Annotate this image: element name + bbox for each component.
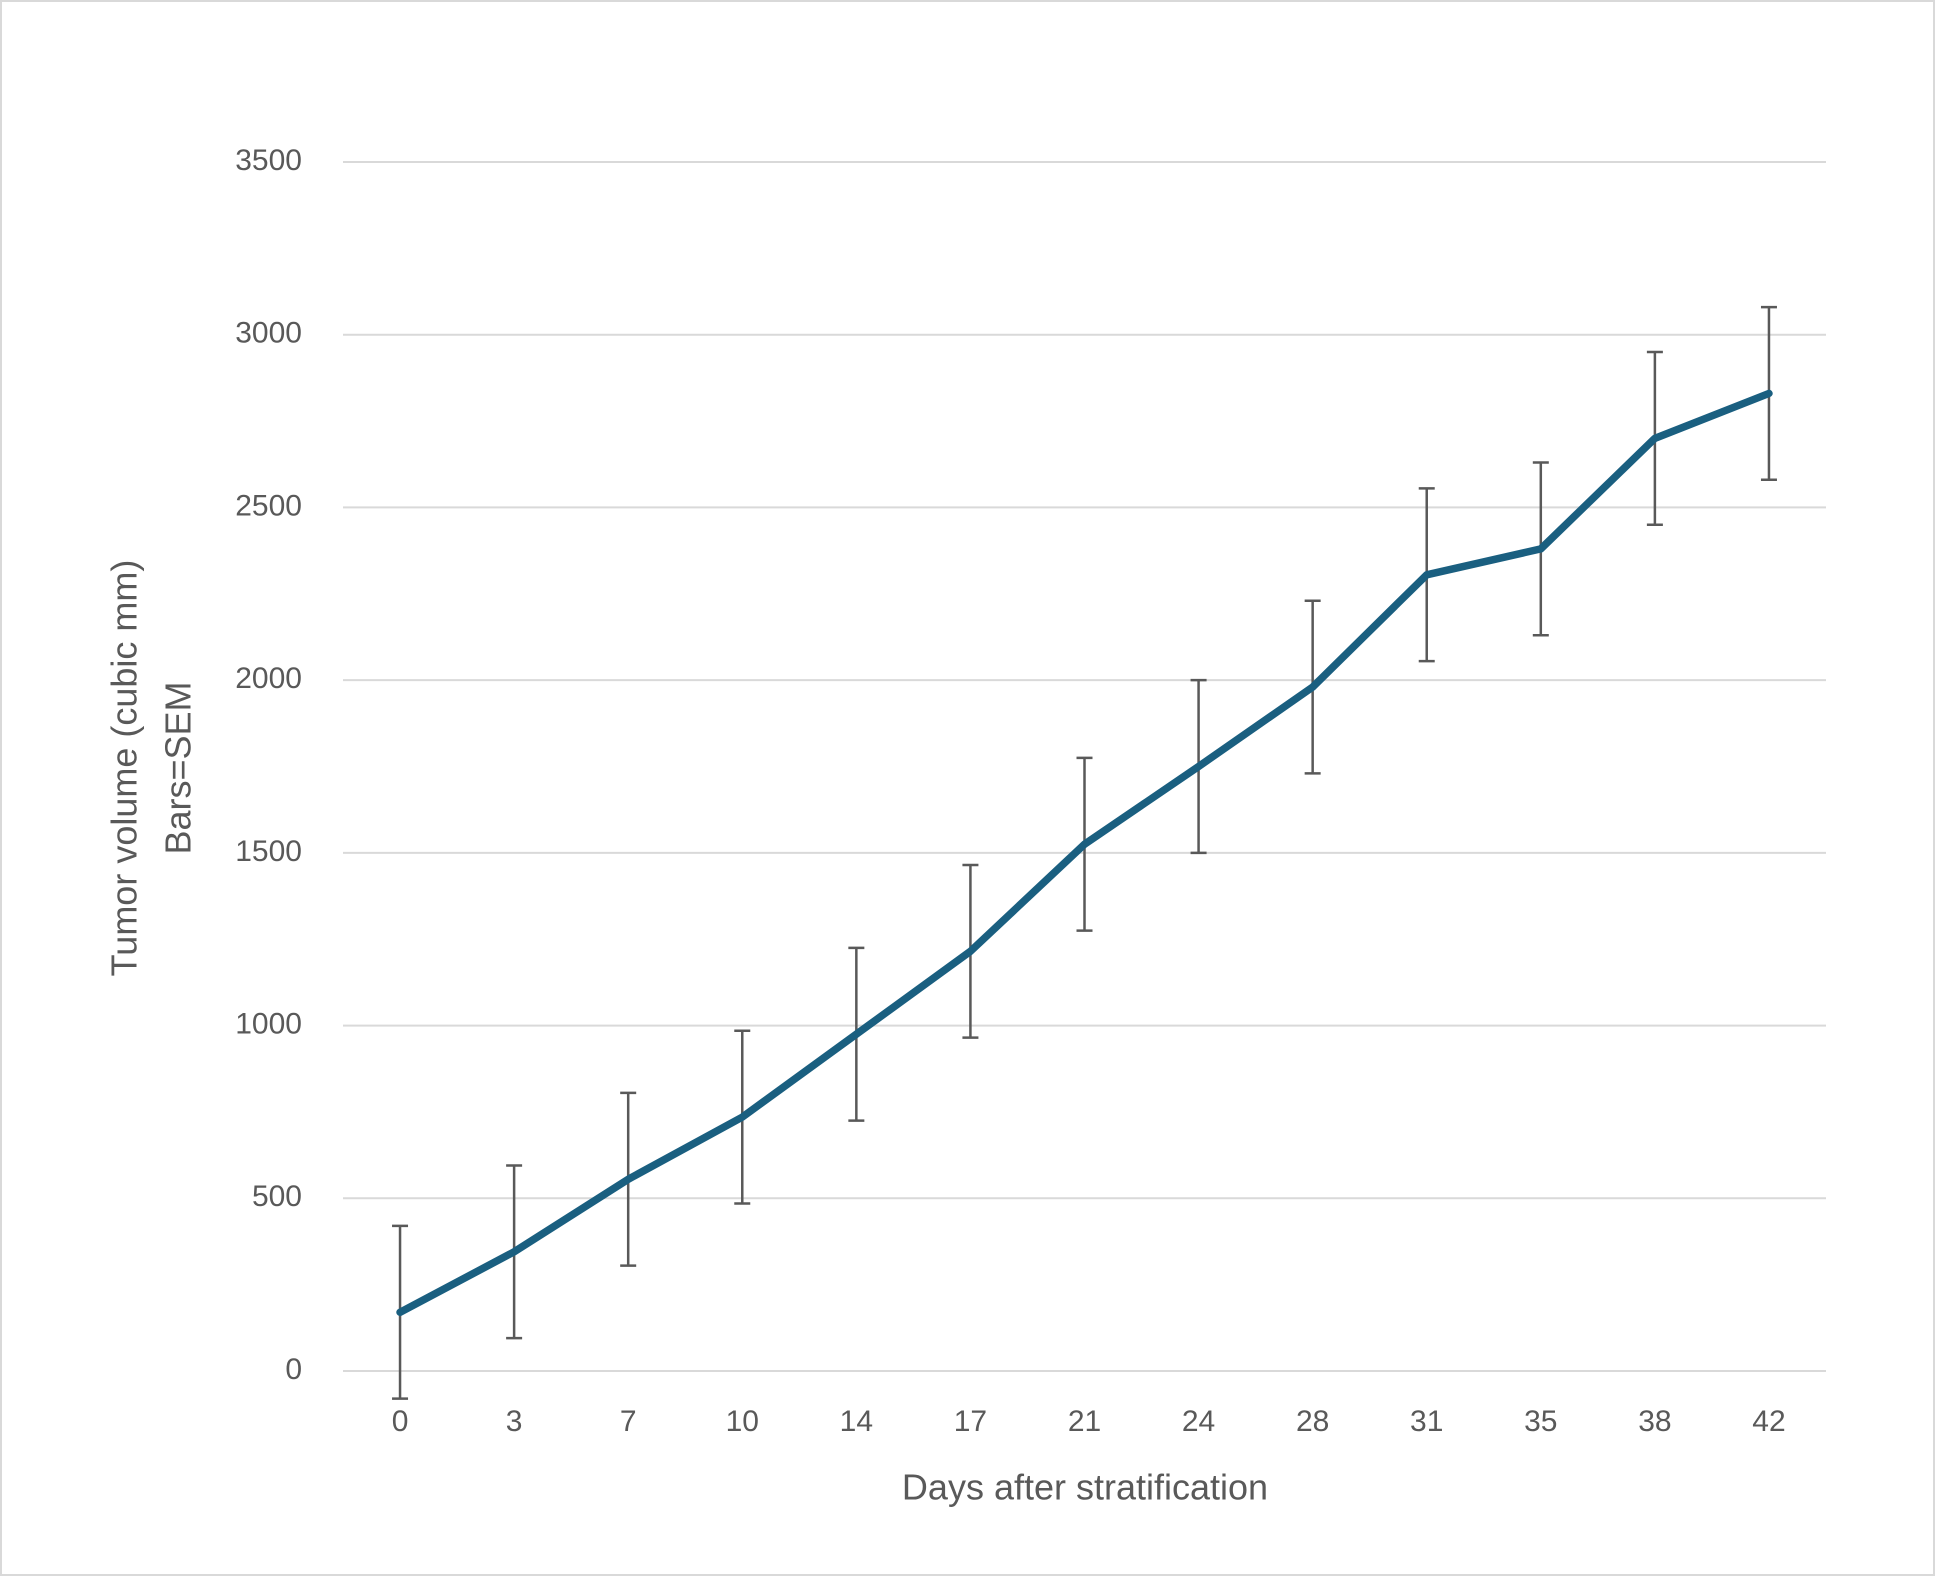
y-axis-subtitle: Bars=SEM	[158, 681, 199, 854]
y-tick-label: 1000	[235, 1007, 302, 1040]
y-tick-label: 2500	[235, 489, 302, 522]
x-tick-label: 35	[1524, 1405, 1557, 1438]
y-tick-label: 2000	[235, 662, 302, 695]
x-axis-title: Days after stratification	[902, 1467, 1268, 1508]
data-line	[396, 389, 1773, 1317]
x-tick-label: 14	[840, 1405, 873, 1438]
x-tick-label: 17	[954, 1405, 987, 1438]
x-tick-label: 38	[1638, 1405, 1671, 1438]
x-tick-label: 31	[1410, 1405, 1443, 1438]
y-tick-label: 3000	[235, 317, 302, 350]
x-tick-label: 42	[1752, 1405, 1785, 1438]
y-tick-label: 0	[285, 1353, 302, 1386]
y-tick-label: 500	[252, 1180, 302, 1213]
x-tick-label: 10	[726, 1405, 759, 1438]
y-tick-label: 3500	[235, 144, 302, 177]
y-axis-title: Tumor volume (cubic mm)	[104, 560, 145, 977]
x-tick-label: 21	[1068, 1405, 1101, 1438]
x-tick-label: 7	[620, 1405, 637, 1438]
y-tick-label: 1500	[235, 835, 302, 868]
x-tick-label: 24	[1182, 1405, 1215, 1438]
x-tick-label: 3	[506, 1405, 523, 1438]
x-tick-label: 0	[392, 1405, 409, 1438]
x-tick-label: 28	[1296, 1405, 1329, 1438]
